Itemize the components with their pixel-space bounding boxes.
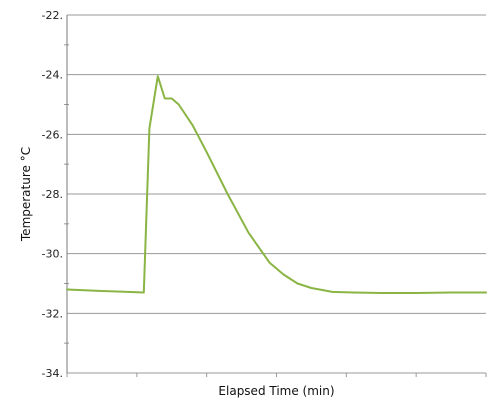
y-tick-label: -30.	[42, 248, 63, 261]
y-tick-label: -28.	[42, 188, 63, 201]
y-tick-labels: -34. -32. -30. -28. -26. -24. -22.	[42, 9, 63, 380]
x-axis-title: Elapsed Time (min)	[218, 384, 334, 398]
temperature-series-line	[66, 75, 487, 294]
y-tick-label: -32.	[42, 307, 63, 320]
grid-lines	[67, 14, 486, 374]
y-axis-title: Temperature °C	[19, 147, 33, 242]
series-layer	[66, 75, 487, 294]
axes	[64, 15, 487, 377]
y-tick-label: -34.	[42, 367, 63, 380]
y-tick-label: -26.	[42, 128, 63, 141]
y-tick-label: -24.	[42, 69, 63, 82]
y-tick-label: -22.	[42, 9, 63, 22]
